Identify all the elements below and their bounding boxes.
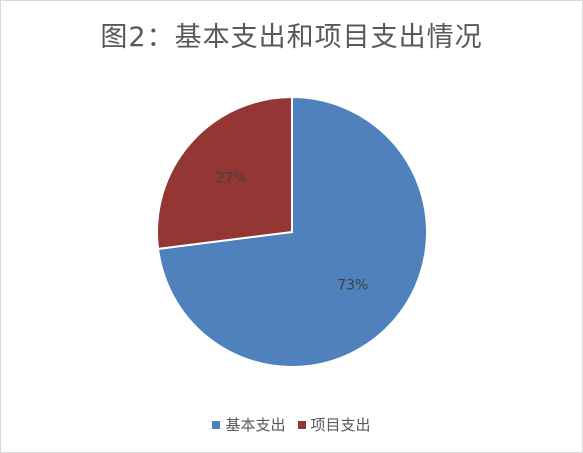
legend-item-project: 项目支出 — [297, 414, 371, 435]
pie-data-label-2: 27% — [216, 170, 247, 186]
pie-data-label-1: 73% — [337, 278, 368, 294]
legend-item-basic: 基本支出 — [212, 414, 286, 435]
legend-swatch-project — [297, 420, 306, 429]
pie-slice-2 — [156, 95, 293, 251]
chart-title: 图2：基本支出和项目支出情况 — [100, 22, 483, 53]
legend: 基本支出 项目支出 — [1, 414, 582, 435]
legend-label-basic: 基本支出 — [225, 416, 286, 434]
legend-swatch-basic — [212, 420, 221, 429]
legend-label-project: 项目支出 — [310, 416, 371, 434]
